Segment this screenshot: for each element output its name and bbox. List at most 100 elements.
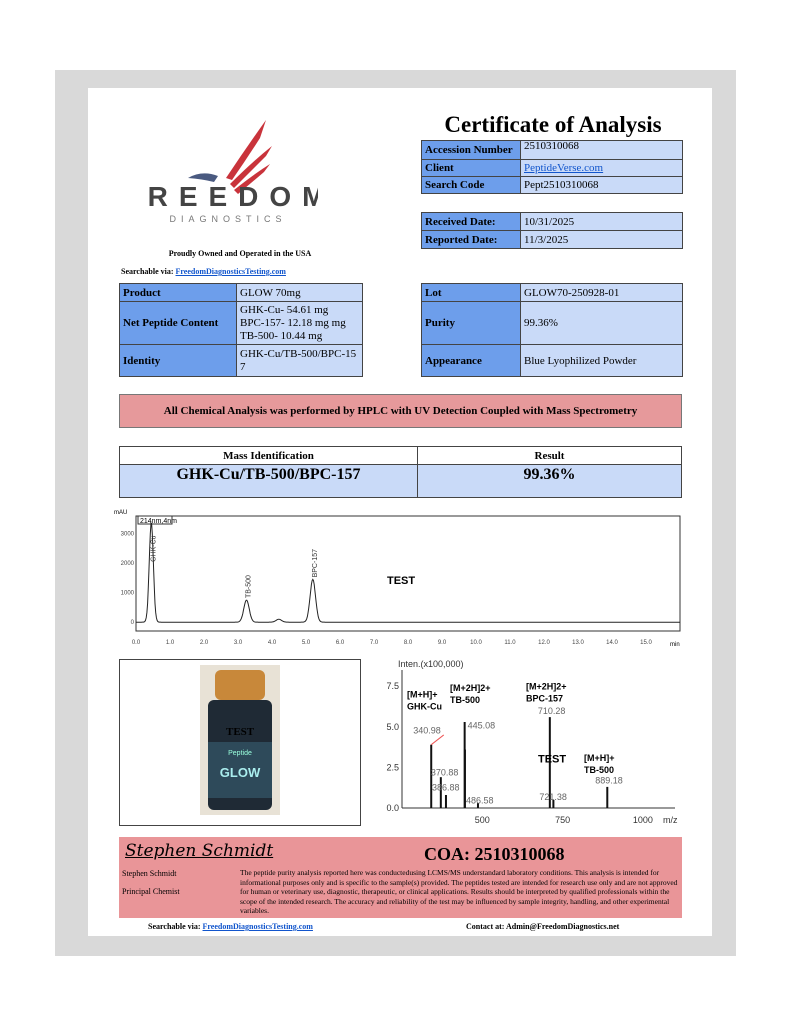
brand-sub: DIAGNOSTICS [169,214,286,224]
peak-mz-label: 486.58 [466,795,494,805]
reported-value: 11/3/2025 [520,230,683,249]
x-tick-label: 1.0 [166,640,175,646]
received-label: Received Date: [421,212,521,231]
legend-text: 214nm,4nm [140,518,177,525]
reported-label: Reported Date: [421,230,521,249]
vial-photo: Peptide GLOW [200,665,280,815]
footer-searchable-label: Searchable via: [148,922,203,931]
plot-frame [135,515,681,632]
mass-spectrum: Inten.(x100,000) 0.0 2.5 5.0 7.5 500 750 1000 m/… [386,659,678,825]
annotation-leader [430,734,445,746]
x-tick-label: 8.0 [404,640,413,646]
y-tick-label: 5.0 [386,722,399,732]
peak-label: TB-500 [246,575,253,598]
ion-annotation-name: TB-500 [584,765,614,775]
y-tick-label: 0.0 [386,803,399,813]
x-tick-label: 1000 [633,815,653,825]
ion-annotation-name: TB-500 [450,695,480,705]
chromatogram-trace [136,522,680,623]
x-tick-label: 0.0 [132,640,141,646]
searchable-label: Searchable via: [121,267,176,276]
x-axis-label: m/z [663,815,678,825]
vial-cap [215,670,265,700]
watermark: TEST [538,754,566,766]
mass-id-value: GHK-Cu/TB-500/BPC-157 [119,464,418,498]
x-tick-label: 750 [555,815,570,825]
y-tick-label: 0 [131,620,135,626]
product-table: Product GLOW 70mg Net Peptide Content GHK-… [119,283,363,377]
coa-number: COA: 2510310068 [424,844,565,864]
net-content-line: TB-500- 10.44 mg [240,329,323,342]
tagline: Proudly Owned and Operated in the USA [168,249,312,258]
x-tick-label: 500 [475,815,490,825]
vial-name: GLOW [220,765,261,780]
footer-searchable: Searchable via: FreedomDiagnosticsTestin… [148,922,313,931]
searchable-link[interactable]: FreedomDiagnosticsTesting.com [175,267,286,276]
dates-table: Received Date: 10/31/2025 Reported Date: 1… [421,212,683,249]
signature: Stephen Schmidt [125,841,274,861]
received-value: 10/31/2025 [520,212,683,231]
watermark: TEST [387,575,415,587]
x-tick-label: 2.0 [200,640,209,646]
net-content-line: BPC-157- 12.18 mg mg [240,316,346,329]
peak-mz-label: 386.88 [432,782,460,792]
x-tick-label: 12.0 [538,640,550,646]
ion-annotation: [M+2H]2+ [450,683,491,693]
peak-label: GHK-Cu [150,535,157,562]
legend-box [137,515,173,525]
ion-annotation-name: GHK-Cu [407,702,442,712]
x-tick-label: 10.0 [470,640,482,646]
peak-mz-label: 710.28 [538,706,566,716]
y-tick-label: 2000 [121,561,135,567]
searchable-header: Searchable via: FreedomDiagnosticsTestin… [121,267,286,276]
watermark: TEST [226,726,255,738]
ion-annotation: [M+2H]2+ [526,681,567,691]
purity-label: Purity [421,301,521,345]
identity-value: GHK-Cu/TB-500/BPC-157 [236,344,363,377]
net-content-line: GHK-Cu- 54.61 mg [240,303,329,316]
y-tick-label: 7.5 [386,681,399,691]
x-tick-label: 6.0 [336,640,345,646]
identity-label: Identity [119,344,237,377]
ion-annotation: [M+H]+ [407,690,438,700]
lot-table: Lot GLOW70-250928-01 Purity 99.36% Appeara… [421,283,683,377]
x-tick-label: 5.0 [302,640,311,646]
page-title: Certificate of Analysis [444,112,662,137]
vial-brand: Peptide [228,750,252,757]
info-table: Accession Number 2510310068 Client Peptide… [421,140,683,194]
x-tick-label: 7.0 [370,640,379,646]
hplc-chromatogram: mAU min 214nm,4nm 0.0 1.0 2.0 3.0 4.0 5.0 6.0 7.0 8… [114,510,681,648]
vial-photo-box: Peptide GLOW TEST [119,659,361,826]
product-label: Product [119,283,237,302]
y-tick-label: 3000 [121,532,135,538]
appearance-label: Appearance [421,344,521,377]
search-code-value: Pept2510310068 [520,176,683,194]
y-tick-label: 1000 [121,591,135,597]
lot-value: GLOW70-250928-01 [520,283,683,302]
client-link[interactable]: PeptideVerse.com [524,162,604,174]
purity-value: 99.36% [520,301,683,345]
search-code-label: Search Code [421,176,521,194]
chemist-name: Stephen Schmidt [122,869,177,878]
logo: FREEDOM DIAGNOSTICS [120,118,326,228]
peak-mz-label: 445.08 [468,720,496,730]
contact: Contact at: Admin@FreedomDiagnostics.net [466,922,620,931]
peak-mz-label: 340.98 [413,725,441,735]
ion-annotation-name: BPC-157 [526,693,563,703]
result-header: Result [417,446,682,465]
disclaimer: The peptide purity analysis reported her… [240,868,678,915]
lot-label: Lot [421,283,521,302]
peak-label: BPC-157 [312,549,319,578]
product-value: GLOW 70mg [236,283,363,302]
peak-mz-label: 889.18 [595,776,623,786]
net-content-label: Net Peptide Content [119,301,237,345]
peak-mz-label: 721.38 [539,792,567,802]
mass-id-header: Mass Identification [119,446,418,465]
y-axis-label: mAU [114,510,127,516]
accession-value: 2510310068 [520,140,683,160]
brand-name: FREEDOM [138,181,318,212]
chart-title: Inten.(x100,000) [398,659,464,669]
footer-searchable-link[interactable]: FreedomDiagnosticsTesting.com [202,922,313,931]
x-tick-label: 13.0 [572,640,584,646]
x-tick-label: 14.0 [606,640,618,646]
